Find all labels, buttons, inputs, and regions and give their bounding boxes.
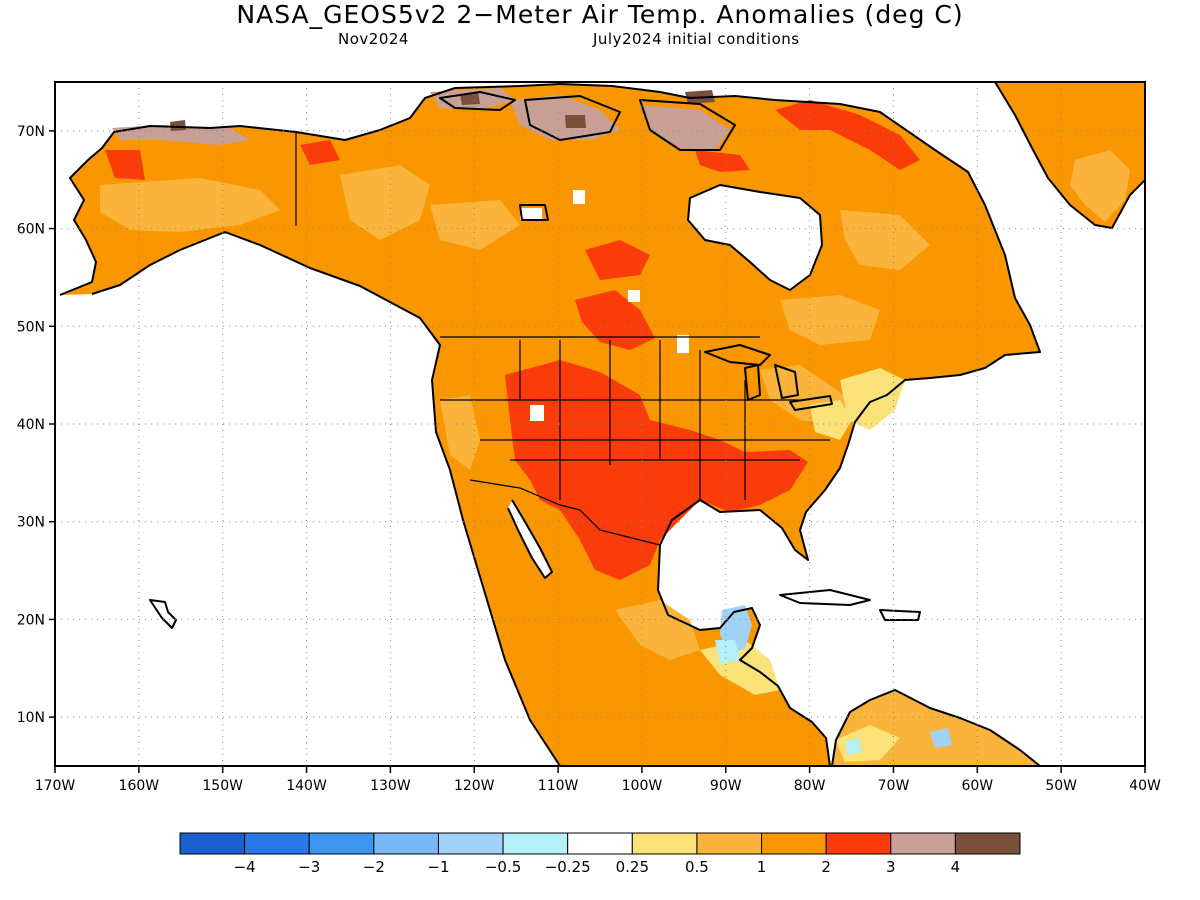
colorbar-swatch (179, 832, 246, 855)
colorbar-label: 1 (757, 858, 767, 876)
colorbar-label: 4 (951, 858, 961, 876)
map-title: NASA_GEOS5v2 2−Meter Air Temp. Anomalies… (236, 0, 964, 29)
lat-tick-label: 70N (17, 124, 45, 140)
lon-tick-label: 170W (35, 778, 76, 794)
lon-tick-label: 140W (286, 778, 327, 794)
lat-tick-label: 20N (17, 612, 45, 628)
anomaly-2-to-3-patches (105, 100, 920, 580)
greenland-south-patch (1070, 150, 1130, 222)
near-zero-speckles (520, 190, 689, 421)
initial-conditions-label: July2024 initial conditions (593, 30, 800, 48)
longitude-axis: 170W 160W 150W 140W 130W 120W 110W 100W 90W 80W 70… (35, 766, 1161, 794)
colorbar: −4 −3 −2 −1 −0.5 −0.25 0.25 0.5 1 2 3 4 (179, 832, 1021, 876)
lat-tick-label: 60N (17, 222, 45, 238)
colorbar-swatch (696, 832, 763, 855)
coastlines (59, 82, 1145, 766)
lat-tick-label: 10N (17, 710, 45, 726)
lon-tick-label: 160W (119, 778, 160, 794)
colorbar-label: −1 (427, 858, 449, 876)
colorbar-label: −0.25 (545, 858, 591, 876)
colorbar-swatch (567, 832, 633, 855)
colorbar-swatch (825, 832, 892, 855)
lat-tick-label: 40N (17, 417, 45, 433)
hudson-bay (688, 185, 822, 290)
colorbar-swatch (761, 832, 827, 855)
latitude-axis: 10N 20N 30N 40N 50N 60N 70N (17, 124, 55, 726)
colorbar-swatch (631, 832, 698, 855)
map-frame (54, 81, 1146, 767)
lat-tick-label: 30N (17, 515, 45, 531)
forecast-month-label: Nov2024 (338, 30, 409, 48)
lon-tick-label: 100W (622, 778, 663, 794)
lon-tick-label: 120W (454, 778, 495, 794)
colorbar-swatch (890, 832, 956, 855)
colorbar-swatch (437, 832, 504, 855)
lon-tick-label: 50W (1045, 778, 1077, 794)
lon-tick-label: 40W (1129, 778, 1161, 794)
lon-tick-label: 130W (370, 778, 411, 794)
colorbar-swatch (502, 832, 569, 855)
colorbar-label: −0.5 (485, 858, 521, 876)
anomaly-fill-layer (60, 82, 1145, 766)
colorbar-label: 2 (821, 858, 831, 876)
gulf-of-california (508, 500, 552, 578)
graticule (55, 82, 1145, 766)
colorbar-swatch (308, 832, 375, 855)
colorbar-label: 0.5 (685, 858, 709, 876)
lon-tick-label: 70W (878, 778, 910, 794)
lon-tick-label: 150W (202, 778, 243, 794)
lon-tick-label: 60W (961, 778, 993, 794)
colorbar-label: −2 (363, 858, 385, 876)
colorbar-swatch (954, 832, 1021, 855)
colorbar-label: 3 (886, 858, 896, 876)
lat-tick-label: 50N (17, 319, 45, 335)
colorbar-swatch (244, 832, 310, 855)
colorbar-label: −3 (298, 858, 320, 876)
colorbar-label: −4 (234, 858, 256, 876)
lon-tick-label: 110W (538, 778, 579, 794)
colorbar-label: 0.25 (616, 858, 649, 876)
lon-tick-label: 90W (710, 778, 742, 794)
colorbar-swatch (373, 832, 439, 855)
lon-tick-label: 80W (794, 778, 826, 794)
